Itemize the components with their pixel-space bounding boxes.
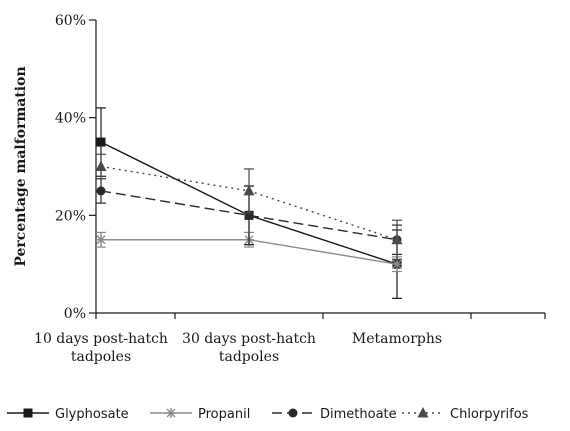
- x-tick-label: Metamorphs: [352, 331, 442, 347]
- marker-triangle: [243, 184, 255, 196]
- y-tick-label: 60%: [55, 13, 86, 29]
- x-tick-label-line: tadpoles: [219, 349, 279, 365]
- x-tick-label-line: 30 days post-hatch: [182, 331, 316, 347]
- legend-item-dimethoate: Dimethoate: [272, 407, 397, 422]
- labels-layer: 0%20%40%60%10 days post-hatch tadpoles30 …: [13, 13, 442, 365]
- legend-item-chlorpyrifos: Chlorpyrifos: [402, 407, 529, 422]
- marker-triangle: [391, 233, 403, 245]
- marker-asterisk: [96, 234, 106, 245]
- legend-label: Propanil: [198, 407, 250, 422]
- marker-circle: [288, 408, 298, 418]
- legend: Glyphosate Propanil Dimethoate Chlorpyrifos: [7, 407, 529, 422]
- marker-asterisk: [392, 259, 402, 270]
- x-tick-label-line: 10 days post-hatch: [34, 331, 168, 347]
- marker-triangle: [417, 407, 429, 418]
- marker-square: [96, 137, 106, 147]
- series-chlorpyrifos: [95, 153, 403, 260]
- y-tick-label: 40%: [55, 111, 86, 127]
- x-tick-label-line: tadpoles: [71, 349, 131, 365]
- y-tick-label: 20%: [55, 208, 86, 224]
- legend-item-propanil: Propanil: [150, 407, 250, 422]
- legend-label: Dimethoate: [320, 407, 397, 422]
- marker-circle: [96, 186, 106, 196]
- marker-triangle: [95, 160, 107, 171]
- y-tick-label: 0%: [64, 306, 86, 322]
- x-tick-label: 30 days post-hatch tadpoles: [182, 331, 316, 365]
- axes: [89, 19, 546, 319]
- marker-asterisk: [166, 408, 176, 418]
- legend-label: Glyphosate: [55, 407, 129, 422]
- series-layer: [95, 107, 403, 299]
- legend-item-glyphosate: Glyphosate: [7, 407, 129, 422]
- legend-label: Chlorpyrifos: [450, 407, 529, 422]
- x-tick-label-line: Metamorphs: [352, 331, 442, 347]
- marker-square: [23, 408, 33, 418]
- x-tick-label: 10 days post-hatch tadpoles: [34, 331, 168, 365]
- y-axis-title: Percentage malformation: [13, 66, 29, 266]
